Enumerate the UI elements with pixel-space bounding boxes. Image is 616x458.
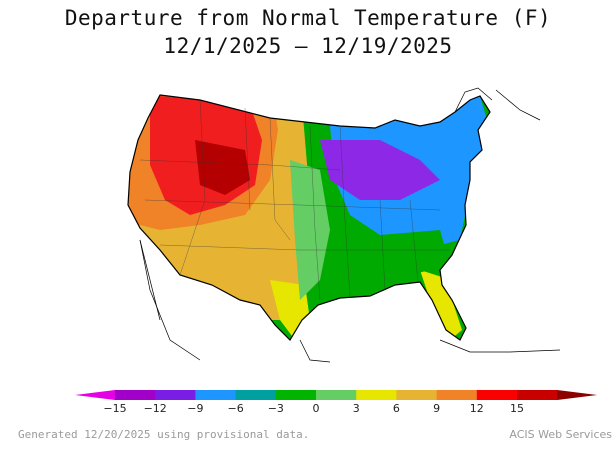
yellow-region-florida bbox=[420, 270, 462, 340]
legend-tick-label: 12 bbox=[470, 402, 484, 415]
legend-tick-label: 0 bbox=[313, 402, 320, 415]
darkred-region-core bbox=[195, 140, 250, 195]
legend-tick-label: −6 bbox=[227, 402, 243, 415]
legend-swatch bbox=[316, 390, 357, 400]
lightgreen-region-plains bbox=[290, 160, 330, 300]
legend-tick-label: −12 bbox=[144, 402, 167, 415]
legend-tick-labels: −15 −12 −9 −6 −3 0 3 6 9 12 15 bbox=[103, 402, 524, 415]
legend-bars bbox=[75, 390, 598, 400]
legend-swatch bbox=[436, 390, 478, 400]
legend-swatch bbox=[275, 390, 317, 400]
legend-tick-label: 3 bbox=[353, 402, 360, 415]
legend-arrow-low bbox=[75, 390, 115, 400]
legend-tick-label: 6 bbox=[393, 402, 400, 415]
legend-tick-label: −15 bbox=[103, 402, 126, 415]
legend-tick-label: −9 bbox=[187, 402, 203, 415]
legend-arrow-high bbox=[557, 390, 598, 400]
legend-swatch bbox=[396, 390, 438, 400]
legend-swatch bbox=[235, 390, 277, 400]
legend-swatch bbox=[195, 390, 237, 400]
legend-swatch bbox=[476, 390, 518, 400]
legend-swatch bbox=[356, 390, 397, 400]
generated-note: Generated 12/20/2025 using provisional d… bbox=[18, 428, 310, 441]
legend-tick-label: 15 bbox=[510, 402, 524, 415]
legend-tick-label: 9 bbox=[433, 402, 440, 415]
source-credit: ACIS Web Services bbox=[509, 428, 612, 441]
canada-mexico-coastlines bbox=[139, 87, 561, 363]
purple-region-great-lakes bbox=[320, 140, 440, 200]
legend-swatch bbox=[517, 390, 558, 400]
us-outline bbox=[127, 94, 491, 341]
legend-tick-label: −3 bbox=[268, 402, 284, 415]
date-range: 12/1/2025 – 12/19/2025 bbox=[163, 34, 453, 58]
legend-swatch bbox=[155, 390, 196, 400]
map-title: Departure from Normal Temperature (F) bbox=[64, 6, 552, 30]
legend-swatch bbox=[115, 390, 156, 400]
state-borders bbox=[139, 99, 450, 301]
